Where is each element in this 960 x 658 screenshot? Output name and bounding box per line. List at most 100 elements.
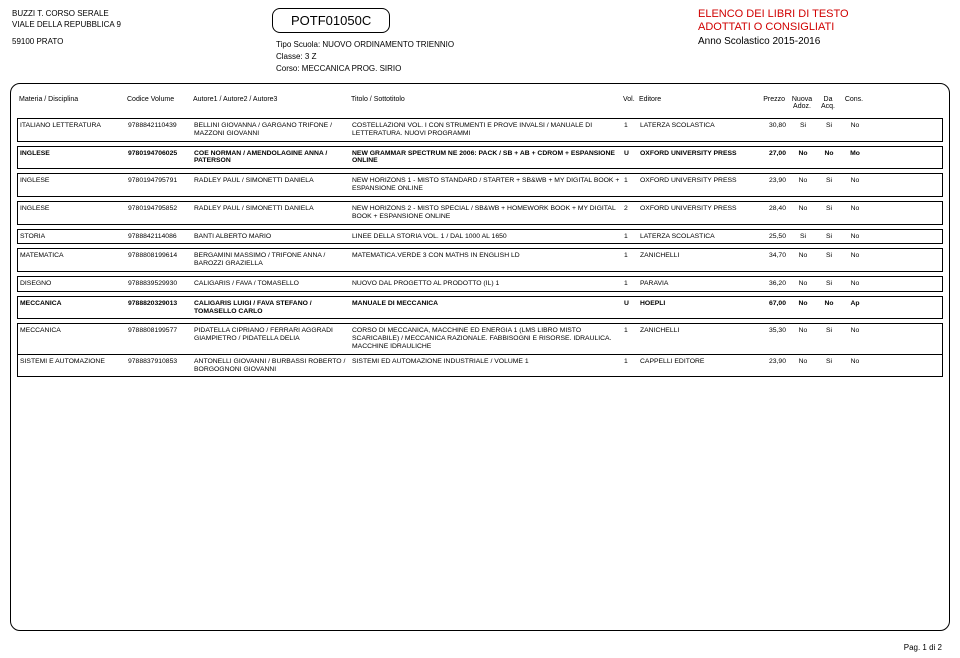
cell-prezzo: 35,30 — [758, 327, 790, 350]
cell-materia: INGLESE — [20, 177, 128, 193]
cell-codice: 9780194706025 — [128, 150, 194, 166]
col-nuova: Nuova Adoz. — [789, 96, 815, 110]
cell-prezzo: 67,00 — [758, 300, 790, 316]
cell-materia: INGLESE — [20, 205, 128, 221]
cell-codice: 9788839529930 — [128, 280, 194, 288]
row-group: INGLESE9780194795852RADLEY PAUL / SIMONE… — [17, 201, 943, 225]
cell-autore: CALIGARIS / FAVA / TOMASELLO — [194, 280, 352, 288]
cell-materia: INGLESE — [20, 150, 128, 166]
cell-vol: 1 — [624, 233, 638, 241]
cell-nad: Si — [790, 122, 816, 138]
cell-vol: 1 — [624, 252, 638, 268]
cell-nad: No — [790, 252, 816, 268]
cell-titolo: COSTELLAZIONI VOL. I CON STRUMENTI E PRO… — [352, 122, 624, 138]
cell-con: No — [842, 327, 868, 350]
cell-materia: MATEMATICA — [20, 252, 128, 268]
cell-prezzo: 23,90 — [758, 177, 790, 193]
table-row: INGLESE9780194795852RADLEY PAUL / SIMONE… — [18, 202, 942, 224]
header-right: ELENCO DEI LIBRI DI TESTO ADOTTATI O CON… — [698, 8, 948, 75]
cell-autore: RADLEY PAUL / SIMONETTI DANIELA — [194, 177, 352, 193]
cell-autore: PIDATELLA CIPRIANO / FERRARI AGGRADI GIA… — [194, 327, 352, 350]
table-row: DISEGNO9788839529930CALIGARIS / FAVA / T… — [18, 277, 942, 291]
cell-autore: BELLINI GIOVANNA / GARGANO TRIFONE / MAZ… — [194, 122, 352, 138]
row-group: DISEGNO9788839529930CALIGARIS / FAVA / T… — [17, 276, 943, 292]
cell-con: Ap — [842, 300, 868, 316]
cell-materia: SISTEMI E AUTOMAZIONE — [20, 358, 128, 374]
cell-titolo: MANUALE DI MECCANICA — [352, 300, 624, 316]
table-row: STORIA9788842114086BANTI ALBERTO MARIOLI… — [18, 230, 942, 244]
school-name: BUZZI T. CORSO SERALE — [12, 8, 272, 19]
col-vol: Vol. — [623, 96, 637, 110]
cell-autore: RADLEY PAUL / SIMONETTI DANIELA — [194, 205, 352, 221]
school-city: 59100 PRATO — [12, 36, 272, 47]
row-group: MECCANICA9788820329013CALIGARIS LUIGI / … — [17, 296, 943, 320]
groups-container: ITALIANO LETTERATURA9788842110439BELLINI… — [17, 118, 943, 377]
cell-vol: 1 — [624, 358, 638, 374]
cell-codice: 9780194795852 — [128, 205, 194, 221]
tipo-value: NUOVO ORDINAMENTO TRIENNIO — [322, 40, 454, 49]
cell-daq: Si — [816, 205, 842, 221]
cell-codice: 9788842114086 — [128, 233, 194, 241]
cell-con: No — [842, 252, 868, 268]
cell-titolo: LINEE DELLA STORIA VOL. 1 / DAL 1000 AL … — [352, 233, 624, 241]
row-group: INGLESE9780194795791RADLEY PAUL / SIMONE… — [17, 173, 943, 197]
cell-autore: CALIGARIS LUIGI / FAVA STEFANO / TOMASEL… — [194, 300, 352, 316]
cell-nad: No — [790, 358, 816, 374]
cell-con: No — [842, 177, 868, 193]
col-titolo: Titolo / Sottotitolo — [351, 96, 623, 110]
cell-editore: LATERZA SCOLASTICA — [638, 122, 758, 138]
cell-nad: No — [790, 280, 816, 288]
cell-editore: OXFORD UNIVERSITY PRESS — [638, 205, 758, 221]
cell-con: No — [842, 358, 868, 374]
row-group: MATEMATICA9788808199614BERGAMINI MASSIMO… — [17, 248, 943, 272]
cell-con: No — [842, 233, 868, 241]
col-prezzo: Prezzo — [757, 96, 789, 110]
cell-prezzo: 25,50 — [758, 233, 790, 241]
cell-editore: PARAVIA — [638, 280, 758, 288]
cell-daq: No — [816, 150, 842, 166]
cell-autore: ANTONELLI GIOVANNI / BURBASSI ROBERTO / … — [194, 358, 352, 374]
tipo-label: Tipo Scuola: — [276, 40, 320, 49]
cell-nad: No — [790, 150, 816, 166]
cell-daq: Si — [816, 177, 842, 193]
col-autore: Autore1 / Autore2 / Autore3 — [193, 96, 351, 110]
cell-prezzo: 30,80 — [758, 122, 790, 138]
cell-codice: 9788820329013 — [128, 300, 194, 316]
table-row: ITALIANO LETTERATURA9788842110439BELLINI… — [18, 119, 942, 141]
cell-con: No — [842, 280, 868, 288]
cell-codice: 9788808199614 — [128, 252, 194, 268]
cell-daq: Si — [816, 327, 842, 350]
column-headers: Materia / Disciplina Codice Volume Autor… — [17, 94, 943, 118]
cell-nad: No — [790, 205, 816, 221]
cell-con: No — [842, 122, 868, 138]
cell-codice: 9788808199577 — [128, 327, 194, 350]
cell-editore: HOEPLI — [638, 300, 758, 316]
cell-autore: COE NORMAN / AMENDOLAGINE ANNA / PATERSO… — [194, 150, 352, 166]
cell-daq: Si — [816, 358, 842, 374]
table-row: INGLESE9780194795791RADLEY PAUL / SIMONE… — [18, 174, 942, 196]
cell-titolo: MATEMATICA.VERDE 3 CON MATHS IN ENGLISH … — [352, 252, 624, 268]
cell-vol: 1 — [624, 280, 638, 288]
row-group: MECCANICA9788808199577PIDATELLA CIPRIANO… — [17, 323, 943, 377]
cell-codice: 9788837910853 — [128, 358, 194, 374]
col-cons: Cons. — [841, 96, 867, 110]
row-group: ITALIANO LETTERATURA9788842110439BELLINI… — [17, 118, 943, 142]
school-address: VIALE DELLA REPUBBLICA 9 — [12, 19, 272, 30]
cell-titolo: NEW GRAMMAR SPECTRUM NE 2006: PACK / SB … — [352, 150, 624, 166]
school-year: Anno Scolastico 2015-2016 — [698, 36, 948, 47]
cell-editore: ZANICHELLI — [638, 327, 758, 350]
cell-prezzo: 23,90 — [758, 358, 790, 374]
corso-value: MECCANICA PROG. SIRIO — [302, 64, 402, 73]
col-editore: Editore — [637, 96, 757, 110]
cell-editore: OXFORD UNIVERSITY PRESS — [638, 177, 758, 193]
corso-label: Corso: — [276, 64, 300, 73]
cell-daq: Si — [816, 252, 842, 268]
cell-materia: ITALIANO LETTERATURA — [20, 122, 128, 138]
cell-autore: BANTI ALBERTO MARIO — [194, 233, 352, 241]
cell-editore: CAPPELLI EDITORE — [638, 358, 758, 374]
cell-materia: DISEGNO — [20, 280, 128, 288]
col-da: Da Acq. — [815, 96, 841, 110]
table-row: INGLESE9780194706025COE NORMAN / AMENDOL… — [18, 147, 942, 169]
school-code-box: POTF01050C — [272, 8, 390, 33]
main-frame: Materia / Disciplina Codice Volume Autor… — [10, 83, 950, 631]
